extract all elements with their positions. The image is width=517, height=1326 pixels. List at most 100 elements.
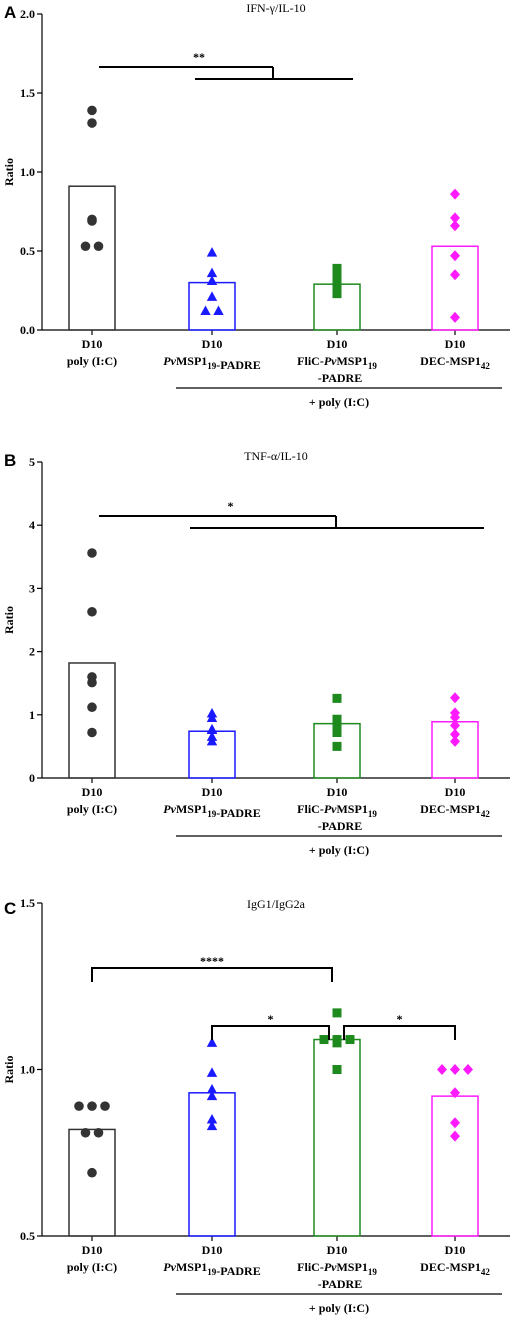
data-point: [450, 735, 460, 747]
category-label: PvMSP119-PADRE: [163, 1260, 260, 1278]
bar: [431, 1095, 479, 1237]
data-point: [206, 275, 218, 286]
data-point: [206, 1090, 218, 1101]
group-label: + poly (I:C): [309, 1301, 369, 1315]
data-point: [206, 1120, 218, 1131]
data-point: [450, 720, 460, 732]
category-label: D10: [82, 337, 103, 351]
data-point: [332, 1038, 342, 1048]
category-label: D10: [202, 785, 223, 799]
bar: [431, 245, 479, 331]
data-point: [206, 247, 218, 257]
y-tick-label: 0: [29, 771, 35, 785]
data-point: [450, 188, 460, 200]
category-label: poly (I:C): [67, 354, 117, 368]
category-label: poly (I:C): [67, 802, 117, 816]
y-axis-label: Ratio: [2, 606, 16, 634]
data-point: [332, 741, 342, 751]
data-point: [332, 727, 342, 737]
significance-bracket: [343, 1025, 456, 1040]
category-label: DEC-MSP142: [420, 802, 490, 819]
category-label: FliC-PvMSP119: [297, 802, 377, 819]
data-point: [87, 702, 97, 713]
y-tick-label: 1.5: [20, 86, 35, 100]
data-point: [450, 220, 460, 232]
category-label: D10: [445, 337, 466, 351]
bar: [68, 185, 116, 331]
significance-bracket: [91, 967, 333, 982]
data-point: [450, 1064, 460, 1075]
data-point: [213, 305, 224, 316]
data-point: [87, 118, 97, 128]
data-point: [450, 1087, 460, 1099]
data-point: [332, 1065, 342, 1074]
data-point: [87, 105, 97, 116]
data-point: [87, 548, 97, 558]
data-point: [93, 1127, 104, 1138]
data-point: [93, 241, 104, 252]
data-point: [450, 692, 460, 704]
data-point: [332, 715, 342, 725]
panel-a: A IFN-γ/IL-10 0.0 0.5 1.0 1.5 2.0 Ratio D10 poly …: [2, 1, 510, 409]
y-tick-label: 0.5: [20, 1229, 35, 1243]
bar: [188, 281, 236, 331]
significance-label: ****: [200, 954, 224, 968]
data-point: [87, 1101, 97, 1111]
data-point: [206, 1037, 218, 1047]
data-point: [450, 711, 460, 723]
data-point: [206, 724, 218, 734]
y-tick-label: 1.0: [20, 165, 35, 179]
data-point: [206, 267, 218, 278]
group-label: + poly (I:C): [309, 843, 369, 857]
y-tick-label: 2.0: [20, 7, 35, 21]
data-point: [437, 1064, 447, 1075]
significance-label: **: [193, 50, 205, 64]
category-label: D10: [327, 337, 348, 351]
y-tick-label: 1: [29, 708, 35, 722]
y-tick-label: 4: [29, 518, 35, 532]
data-point: [87, 216, 97, 226]
data-point: [450, 1117, 460, 1129]
panel-c: C IgG1/IgG2a 0.5 1.0 1.5 Ratio D10 poly (I:C) D1…: [2, 896, 510, 1315]
category-label: FliC-PvMSP119: [297, 354, 377, 371]
significance-bracket: [211, 1025, 330, 1040]
data-point: [206, 1067, 218, 1077]
data-point: [80, 1127, 91, 1138]
category-label: D10: [445, 785, 466, 799]
data-point: [332, 284, 342, 294]
category-label: -PADRE: [318, 371, 362, 385]
data-point: [87, 727, 97, 738]
data-point: [332, 274, 342, 284]
y-tick-label: 5: [29, 455, 35, 469]
data-point: [319, 1035, 329, 1045]
category-label: D10: [82, 1243, 103, 1257]
data-point: [332, 265, 342, 275]
data-point: [450, 728, 460, 740]
data-point: [74, 1101, 84, 1111]
data-point: [200, 305, 211, 316]
y-tick-label: 1.5: [20, 896, 35, 910]
bar: [313, 283, 361, 331]
panel-letter: C: [4, 899, 16, 918]
y-axis-label: Ratio: [2, 1056, 16, 1084]
group-label: + poly (I:C): [309, 395, 369, 409]
data-point: [206, 712, 218, 722]
category-label: D10: [327, 785, 348, 799]
data-point: [450, 250, 460, 262]
significance-label: *: [228, 499, 234, 513]
data-point: [87, 1167, 97, 1178]
chart-title: IgG1/IgG2a: [247, 897, 306, 911]
category-label: DEC-MSP142: [420, 354, 490, 371]
bar: [68, 1128, 116, 1237]
y-axis-label: Ratio: [2, 158, 16, 186]
data-point: [206, 291, 218, 301]
data-point: [450, 269, 460, 281]
data-point: [206, 735, 218, 746]
data-point: [332, 1008, 342, 1018]
data-point: [206, 1113, 218, 1124]
category-label: D10: [202, 1243, 223, 1257]
category-label: poly (I:C): [67, 1260, 117, 1274]
category-label: D10: [202, 337, 223, 351]
category-label: D10: [445, 1243, 466, 1257]
